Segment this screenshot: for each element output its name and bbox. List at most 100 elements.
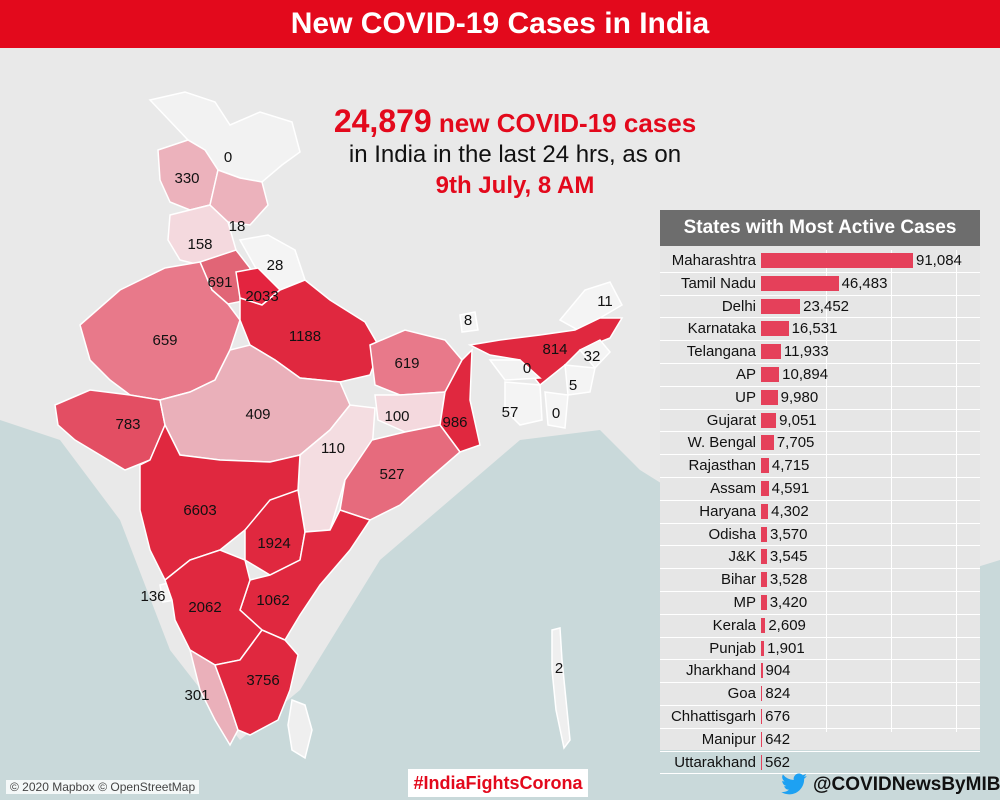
bar-value-label: 9,980 (780, 388, 819, 406)
bar-state-label: Punjab (709, 639, 756, 657)
bar-state-label: Telangana (686, 343, 756, 361)
bar (761, 480, 769, 496)
region-sikkim (459, 311, 479, 333)
bar (761, 526, 767, 542)
bar-row: Delhi 23,452 (660, 296, 980, 319)
bar-row: Gujarat 9,051 (660, 410, 980, 433)
bar-state-label: Uttarakhand (674, 753, 756, 771)
bar (761, 594, 767, 610)
bar-state-label: Karnataka (687, 320, 756, 338)
map-label-ladakh: 0 (224, 149, 232, 166)
bar-state-label: Tamil Nadu (680, 274, 756, 292)
map-label-tamil-nadu: 3756 (246, 672, 279, 689)
map-label-andaman: 2 (555, 660, 563, 677)
bar-state-label: Haryana (699, 502, 756, 520)
map-label-chandigarh: 18 (229, 218, 246, 235)
bar (761, 663, 763, 679)
region-tripura (504, 381, 543, 426)
bar-state-label: W. Bengal (687, 434, 756, 452)
header-title: New COVID-19 Cases in India (0, 0, 1000, 48)
map-label-delhi: 2033 (245, 288, 278, 305)
bar-row: Chhattisgarh 676 (660, 706, 980, 729)
bar-row: MP 3,420 (660, 592, 980, 615)
map-label-haryana: 691 (207, 274, 232, 291)
region-manipur (564, 364, 596, 396)
map-label-himachal: 158 (187, 236, 212, 253)
bar-state-label: Odisha (708, 525, 756, 543)
bar-state-label: Goa (727, 685, 756, 703)
region-odisha (339, 424, 462, 521)
map-label-sikkim: 8 (464, 312, 472, 329)
bar (761, 458, 769, 474)
bar-state-label: AP (735, 365, 756, 383)
panel-title: States with Most Active Cases (660, 210, 980, 246)
bar-state-label: Gujarat (706, 411, 756, 429)
map-label-tripura: 57 (502, 404, 519, 421)
bar-state-label: Assam (710, 479, 756, 497)
bar-value-label: 91,084 (916, 252, 962, 269)
map-label-odisha: 527 (379, 466, 404, 483)
region-mizoram (544, 391, 569, 429)
twitter-handle: @COVIDNewsByMIB (781, 772, 1000, 798)
map-label-meghalaya: 0 (523, 360, 531, 377)
bar-state-label: Rajasthan (688, 457, 756, 475)
gridline (891, 250, 892, 732)
bar-state-label: Bihar (720, 571, 756, 589)
bar (761, 253, 913, 268)
bar-value-label: 676 (765, 707, 791, 725)
bar-row: Rajasthan 4,715 (660, 455, 980, 478)
gridline (826, 250, 827, 732)
bar-value-label: 4,591 (771, 479, 810, 497)
bar-row: Odisha 3,570 (660, 524, 980, 547)
active-cases-panel: States with Most Active Cases Maharashtr… (660, 210, 980, 775)
bar-row: Assam 4,591 (660, 478, 980, 501)
bar-value-label: 562 (765, 753, 791, 771)
bar-row: Uttarakhand 562 (660, 752, 980, 775)
map-label-uttarakhand: 28 (267, 257, 284, 274)
bar (761, 389, 778, 405)
bar-value-label: 3,545 (769, 548, 808, 566)
bar (761, 708, 763, 724)
region-sri-lanka (287, 698, 313, 760)
bar-row: Kerala 2,609 (660, 615, 980, 638)
map-label-telangana: 1924 (257, 535, 290, 552)
region-tamil-nadu (213, 629, 299, 736)
region-meghalaya (488, 359, 542, 381)
bar-state-label: J&K (728, 548, 756, 566)
bar-row: Jharkhand 904 (660, 660, 980, 684)
bar-state-label: Jharkhand (685, 662, 756, 680)
bar (761, 344, 781, 360)
map-label-goa: 136 (140, 588, 165, 605)
bar-value-label: 7,705 (776, 434, 815, 452)
map-label-arunachal: 11 (597, 293, 613, 310)
bar-value-label: 46,483 (841, 274, 888, 292)
bar-state-label: Chhattisgarh (670, 707, 756, 725)
twitter-handle-text: @COVIDNewsByMIB (813, 774, 1000, 795)
bar (761, 503, 769, 519)
bar-value-label: 16,531 (791, 320, 838, 338)
bar-value-label: 23,452 (803, 297, 850, 315)
bar-row: Punjab 1,901 (660, 638, 980, 661)
bar (761, 298, 801, 314)
bar-value-label: 9,051 (779, 411, 817, 429)
bar-row: J&K 3,545 (660, 546, 980, 570)
bar-row: Goa 824 (660, 683, 980, 706)
region-andaman (551, 627, 571, 750)
map-label-madhya-pradesh: 409 (245, 406, 270, 423)
map-label-bihar: 619 (394, 355, 419, 372)
bar-row: Haryana 4,302 (660, 501, 980, 524)
bar-state-label: MP (733, 593, 757, 611)
bar-state-label: UP (735, 388, 756, 406)
bar-row: Maharashtra 91,084 (660, 250, 980, 273)
map-label-gujarat: 783 (115, 416, 140, 433)
bar (761, 366, 780, 382)
map-label-nagaland: 32 (584, 348, 601, 365)
bar-row: UP 9,980 (660, 387, 980, 410)
bar (761, 617, 766, 633)
map-label-mizoram: 0 (552, 405, 560, 422)
bar-state-label: Manipur (701, 730, 756, 748)
bar-value-label: 3,528 (769, 571, 808, 589)
bar (761, 731, 763, 747)
bar-row: AP 10,894 (660, 364, 980, 387)
bar-value-label: 10,894 (782, 365, 829, 383)
